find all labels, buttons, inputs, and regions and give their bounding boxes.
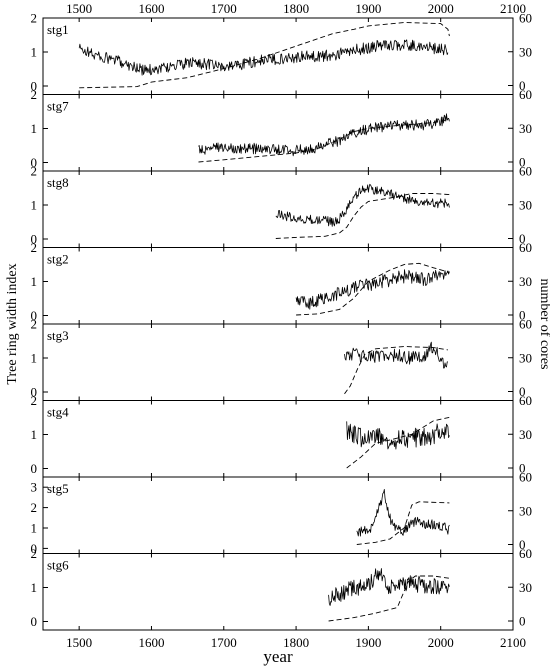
y-right-tick-label: 60	[519, 11, 532, 26]
cores-line	[346, 416, 450, 469]
y-left-tick-label: 1	[31, 521, 38, 536]
y-left-tick-label: 0	[31, 79, 38, 94]
y-right-tick-label: 0	[519, 78, 526, 93]
y-right-tick-label: 30	[519, 503, 532, 518]
x-tick-label-bottom: 2000	[428, 635, 454, 650]
y-left-tick-label: 2	[31, 393, 38, 408]
y-left-tick-label: 1	[31, 351, 38, 366]
panel-frame	[42, 400, 514, 478]
panel-label: stg4	[47, 405, 69, 420]
panel-frame	[42, 94, 514, 172]
panel-label: stg6	[47, 558, 69, 573]
x-tick-label-top: 2000	[428, 1, 454, 16]
panel-label: stg3	[47, 328, 69, 343]
y-left-tick-label: 0	[31, 308, 38, 323]
panel-label: stg5	[47, 481, 69, 496]
panel-frame	[42, 553, 514, 631]
cores-line	[275, 193, 450, 239]
y-left-tick-label: 0	[31, 541, 38, 556]
y-right-tick-label: 30	[519, 580, 532, 595]
y-left-tick-label: 2	[31, 87, 38, 102]
x-tick-label-bottom: 1700	[211, 635, 237, 650]
ring-width-line	[295, 269, 450, 310]
y-right-tick-label: 30	[519, 350, 532, 365]
y-left-tick-label: 1	[31, 198, 38, 213]
x-tick-label-top: 1800	[283, 1, 309, 16]
y-right-tick-label: 60	[519, 546, 532, 561]
y-right-tick-label: 60	[519, 393, 532, 408]
y-right-tick-label: 60	[519, 87, 532, 102]
panel-frame	[42, 17, 514, 95]
ring-width-line	[328, 568, 450, 606]
y-left-tick-label: 2	[31, 11, 38, 26]
x-tick-label-top: 1700	[211, 1, 237, 16]
cores-line	[198, 118, 450, 163]
panel-label: stg7	[47, 99, 69, 114]
y-left-tick-label: 2	[31, 317, 38, 332]
y-axis-title-left: Tree ring width index	[5, 263, 20, 384]
ring-width-line	[344, 341, 448, 369]
x-tick-label-bottom: 2100	[500, 635, 526, 650]
y-left-tick-label: 2	[31, 240, 38, 255]
y-left-tick-label: 1	[31, 121, 38, 136]
ring-width-line	[78, 39, 449, 76]
y-left-tick-label: 2	[31, 500, 38, 515]
y-right-tick-label: 30	[519, 121, 532, 136]
y-right-tick-label: 30	[519, 274, 532, 289]
y-right-tick-label: 0	[519, 308, 526, 323]
y-right-tick-label: 0	[519, 231, 526, 246]
panel-frame	[42, 170, 514, 248]
x-tick-label-bottom: 1800	[283, 635, 309, 650]
panel-label: stg1	[47, 22, 69, 37]
x-tick-label-top: 1500	[66, 1, 92, 16]
y-right-tick-label: 0	[519, 155, 526, 170]
x-axis-title: year	[263, 647, 293, 666]
y-right-tick-label: 60	[519, 240, 532, 255]
y-right-tick-label: 60	[519, 164, 532, 179]
x-tick-label-top: 1900	[355, 1, 381, 16]
y-left-tick-label: 0	[31, 232, 38, 247]
y-left-tick-label: 1	[31, 427, 38, 442]
x-tick-label-bottom: 1500	[66, 635, 92, 650]
ring-width-line	[356, 488, 450, 537]
y-right-tick-label: 60	[519, 317, 532, 332]
y-right-tick-label: 30	[519, 44, 532, 59]
ring-width-line	[275, 183, 450, 227]
y-right-tick-label: 60	[519, 470, 532, 485]
y-right-tick-label: 0	[519, 537, 526, 552]
y-left-tick-label: 2	[31, 546, 38, 561]
ring-width-line	[346, 421, 450, 450]
y-left-tick-label: 1	[31, 580, 38, 595]
y-right-tick-label: 0	[519, 461, 526, 476]
y-left-tick-label: 1	[31, 45, 38, 60]
y-right-tick-label: 30	[519, 197, 532, 212]
x-tick-label-top: 1600	[138, 1, 164, 16]
cores-line	[356, 501, 450, 545]
y-left-tick-label: 0	[31, 614, 38, 629]
panel-label: stg2	[47, 252, 69, 267]
y-left-tick-label: 1	[31, 274, 38, 289]
x-tick-label-bottom: 1900	[355, 635, 381, 650]
y-left-tick-label: 3	[31, 480, 38, 495]
y-right-tick-label: 0	[519, 384, 526, 399]
panel-frame	[42, 476, 514, 554]
y-left-tick-label: 0	[31, 385, 38, 400]
x-tick-label-top: 2100	[500, 1, 526, 16]
y-left-tick-label: 2	[31, 164, 38, 179]
cores-line	[296, 262, 450, 316]
y-right-tick-label: 30	[519, 427, 532, 442]
ring-width-line	[198, 113, 450, 157]
panel-frame	[42, 323, 514, 401]
cores-line	[328, 575, 450, 622]
cores-line	[79, 22, 450, 89]
x-tick-label-bottom: 1600	[138, 635, 164, 650]
y-left-tick-label: 0	[31, 155, 38, 170]
y-right-tick-label: 0	[519, 614, 526, 629]
panel-frame	[42, 247, 514, 325]
panel-label: stg8	[47, 175, 69, 190]
y-left-tick-label: 0	[31, 461, 38, 476]
y-axis-title-right: number of cores	[537, 279, 550, 370]
